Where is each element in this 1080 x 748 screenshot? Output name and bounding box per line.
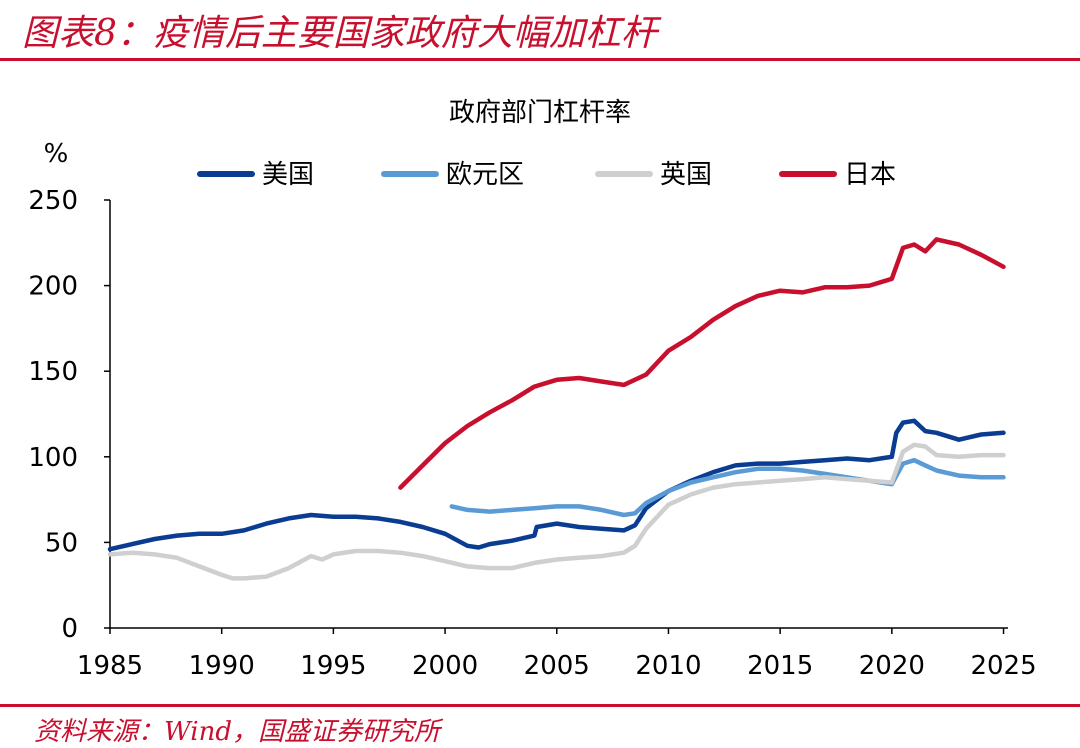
- series-line-2: [107, 442, 1006, 581]
- x-tick-label-1985: 1985: [77, 651, 143, 681]
- x-tick-label-2020: 2020: [859, 651, 925, 681]
- x-tick-label-2025: 2025: [970, 651, 1036, 681]
- bottom-rule: [0, 704, 1080, 707]
- chart-title: 政府部门杠杆率: [449, 98, 631, 128]
- legend-label-3: 日本: [844, 160, 896, 190]
- series-line-3: [398, 237, 1006, 490]
- x-tick-label-1995: 1995: [300, 651, 366, 681]
- y-tick-label-50: 50: [45, 528, 78, 558]
- y-tick-label-0: 0: [61, 614, 78, 644]
- y-tick-label-200: 200: [28, 272, 78, 302]
- x-tick-label-2000: 2000: [412, 651, 478, 681]
- legend-label-0: 美国: [262, 160, 314, 190]
- legend-label-2: 英国: [660, 160, 712, 190]
- series-line-0: [107, 418, 1006, 552]
- source-note: 资料来源：Wind，国盛证券研究所: [34, 717, 440, 747]
- x-tick-label-2015: 2015: [747, 651, 813, 681]
- legend-label-1: 欧元区: [446, 160, 524, 190]
- series-line-1: [449, 457, 1006, 518]
- y-axis-unit-label: %: [44, 139, 69, 169]
- line-chart: 政府部门杠杆率% 美国 欧元区 英国 日本 0 50 100 150 200 250 1985 1990…: [28, 98, 1036, 681]
- x-tick-label-2010: 2010: [635, 651, 701, 681]
- x-tick-label-2005: 2005: [524, 651, 590, 681]
- top-rule: [0, 58, 1080, 61]
- figure-title: 图表8：疫情后主要国家政府大幅加杠杆: [22, 13, 657, 54]
- y-tick-label-100: 100: [28, 443, 78, 473]
- y-tick-label-150: 150: [28, 357, 78, 387]
- x-tick-label-1990: 1990: [189, 651, 255, 681]
- y-tick-label-250: 250: [28, 186, 78, 216]
